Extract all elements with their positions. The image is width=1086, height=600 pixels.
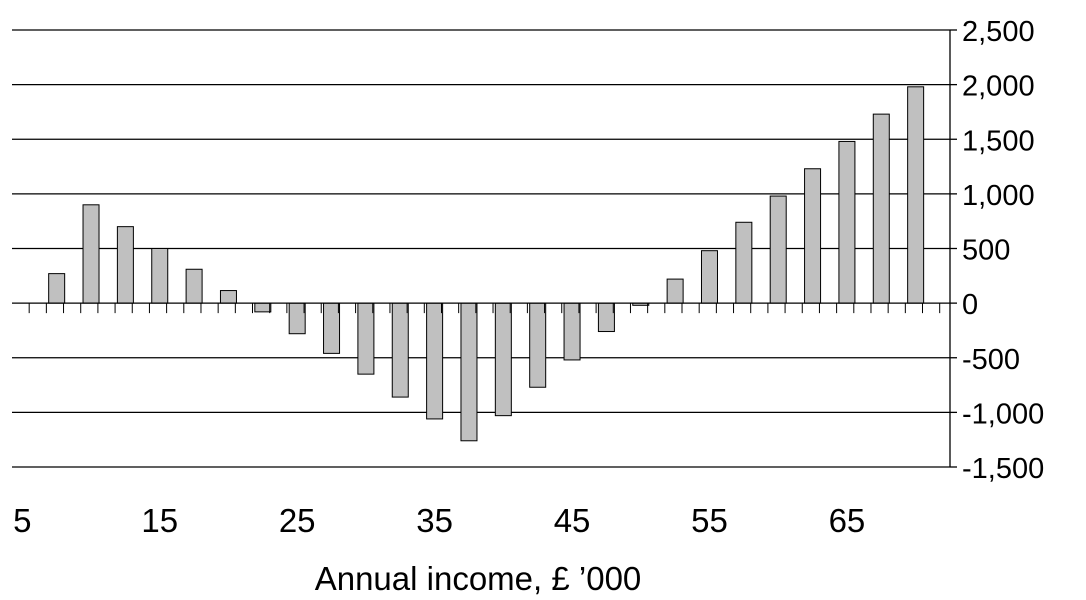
bars (48, 86, 925, 442)
x-tick-label: 15 (141, 502, 178, 539)
x-tick-label: 25 (279, 502, 316, 539)
bar (907, 86, 925, 304)
bar (219, 290, 237, 304)
x-tick-label: 55 (691, 502, 728, 539)
bar (735, 221, 753, 304)
x-tick-label: 65 (829, 502, 866, 539)
bar (666, 278, 684, 304)
y-tick-label: 2,000 (962, 71, 1035, 103)
bar (529, 302, 547, 388)
y-tick-label: 500 (962, 235, 1010, 267)
bar (323, 302, 341, 354)
y-tick-label: 1,000 (962, 180, 1035, 212)
bar (357, 302, 375, 375)
bar (82, 204, 100, 304)
bar (597, 302, 615, 333)
bar (563, 302, 581, 361)
bar (872, 113, 890, 304)
bar (804, 168, 822, 304)
bar (700, 250, 718, 304)
gridlines (12, 29, 950, 468)
x-axis-label: Annual income, £ ’000 (315, 560, 642, 597)
y-tick-label: 1,500 (962, 125, 1035, 157)
x-tick-labels: 5 15 25 35 45 55 65 (13, 502, 865, 539)
x-tick-label: 5 (13, 502, 31, 539)
y-tick-labels: 2,500 2,000 1,500 1,000 500 0 -500 -1,000 -1,500 (962, 16, 1044, 485)
bar (254, 302, 272, 313)
x-tick-label: 35 (416, 502, 453, 539)
bar (185, 268, 203, 304)
y-tick-label: 2,500 (962, 16, 1035, 48)
y-tick-label: -1,000 (962, 398, 1044, 430)
bar (426, 302, 444, 420)
bar (494, 302, 512, 417)
bar (460, 302, 478, 442)
y-tick-label: -500 (962, 344, 1020, 376)
bar (116, 226, 134, 304)
y-tick-label: -1,500 (962, 453, 1044, 485)
bar (769, 195, 787, 304)
bar (48, 273, 66, 304)
bar (151, 248, 169, 304)
bar (288, 302, 306, 335)
bar (838, 140, 856, 304)
y-tick-label: 0 (962, 289, 978, 321)
x-tick-label: 45 (554, 502, 591, 539)
bar (391, 302, 409, 398)
axes (12, 29, 957, 468)
